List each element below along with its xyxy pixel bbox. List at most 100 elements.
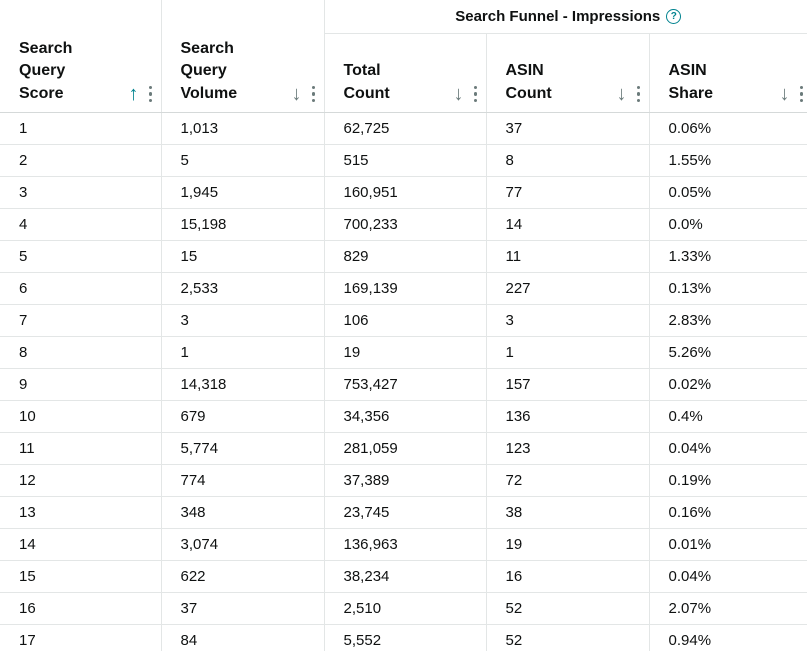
table-cell: 72 <box>486 464 650 497</box>
table-row[interactable]: 5 15 829 11 1.33% <box>0 240 807 273</box>
group-header-search-funnel: Search Funnel - Impressions ? <box>324 0 807 34</box>
table-cell: 1 <box>486 336 650 369</box>
table-cell: 8 <box>486 144 650 177</box>
table-row[interactable]: 17 84 5,552 52 0.94% <box>0 624 807 651</box>
table-cell: 1.33% <box>649 240 807 273</box>
table-cell: 0.05% <box>649 176 807 209</box>
sort-descending-icon[interactable]: ↓ <box>453 83 464 105</box>
table-cell: 2.07% <box>649 592 807 625</box>
table-cell: 15 <box>161 240 325 273</box>
group-header-label: Search Funnel - Impressions <box>455 8 661 25</box>
sort-ascending-icon[interactable]: ↑ <box>128 83 139 105</box>
table-cell: 0.04% <box>649 432 807 465</box>
column-menu-icon[interactable] <box>311 85 316 103</box>
table-cell: 11 <box>0 432 162 465</box>
table-cell: 37 <box>486 112 650 145</box>
table-cell: 10 <box>0 400 162 433</box>
table-cell: 169,139 <box>324 272 487 305</box>
table-cell: 77 <box>486 176 650 209</box>
table-cell: 2 <box>0 144 162 177</box>
table-cell: 5 <box>0 240 162 273</box>
table-cell: 136 <box>486 400 650 433</box>
table-row[interactable]: 9 14,318 753,427 157 0.02% <box>0 368 807 401</box>
table-cell: 0.04% <box>649 560 807 593</box>
table-cell: 0.01% <box>649 528 807 561</box>
table-cell: 0.4% <box>649 400 807 433</box>
table-cell: 3 <box>0 176 162 209</box>
table-row[interactable]: 15 622 38,234 16 0.04% <box>0 560 807 593</box>
column-menu-icon[interactable] <box>148 85 153 103</box>
table-row[interactable]: 11 5,774 281,059 123 0.04% <box>0 432 807 465</box>
table-cell: 0.16% <box>649 496 807 529</box>
help-circle-icon[interactable]: ? <box>666 9 682 24</box>
column-menu-icon[interactable] <box>799 85 804 103</box>
table-row[interactable]: 1 1,013 62,725 37 0.06% <box>0 112 807 145</box>
table-cell: 106 <box>324 304 487 337</box>
table-cell: 6 <box>0 272 162 305</box>
sort-descending-icon[interactable]: ↓ <box>616 83 627 105</box>
sort-descending-icon[interactable]: ↓ <box>291 83 302 105</box>
column-menu-icon[interactable] <box>636 85 641 103</box>
column-header-label: Total Count <box>343 62 390 102</box>
table-cell: 160,951 <box>324 176 487 209</box>
table-cell: 0.13% <box>649 272 807 305</box>
table-row[interactable]: 4 15,198 700,233 14 0.0% <box>0 208 807 241</box>
table-cell: 227 <box>486 272 650 305</box>
column-header-label: Search Query Volume <box>180 39 238 102</box>
table-cell: 8 <box>0 336 162 369</box>
table-cell: 19 <box>486 528 650 561</box>
table-cell: 62,725 <box>324 112 487 145</box>
table-cell: 19 <box>324 336 487 369</box>
column-header-1[interactable]: Search Query Volume ↓ <box>161 33 325 113</box>
table-cell: 38 <box>486 496 650 529</box>
table-cell: 0.0% <box>649 208 807 241</box>
table-row[interactable]: 8 1 19 1 5.26% <box>0 336 807 369</box>
table-row[interactable]: 14 3,074 136,963 19 0.01% <box>0 528 807 561</box>
group-header-row: Search Query Score ↑ Search Funnel - Imp… <box>0 0 807 113</box>
table-row[interactable]: 6 2,533 169,139 227 0.13% <box>0 272 807 305</box>
table-cell: 281,059 <box>324 432 487 465</box>
table-cell: 157 <box>486 368 650 401</box>
table-cell: 11 <box>486 240 650 273</box>
column-header-3[interactable]: ASIN Count ↓ <box>486 33 650 113</box>
table-cell: 2,533 <box>161 272 325 305</box>
table-cell: 34,356 <box>324 400 487 433</box>
table-cell: 5.26% <box>649 336 807 369</box>
table-cell: 13 <box>0 496 162 529</box>
table-cell: 84 <box>161 624 325 651</box>
column-header-4[interactable]: ASIN Share ↓ <box>649 33 807 113</box>
table-cell: 52 <box>486 624 650 651</box>
table-cell: 2,510 <box>324 592 487 625</box>
table-cell: 23,745 <box>324 496 487 529</box>
column-header-label: Search Query Score <box>19 39 73 102</box>
table-cell: 14 <box>0 528 162 561</box>
table-cell: 123 <box>486 432 650 465</box>
column-header-0[interactable]: Search Query Score ↑ <box>0 0 162 113</box>
group-header-spacer <box>161 0 325 34</box>
table-row[interactable]: 2 5 515 8 1.55% <box>0 144 807 177</box>
table-cell: 16 <box>0 592 162 625</box>
column-header-row: Search Query Volume ↓ Total Count ↓ <box>0 33 807 113</box>
table-cell: 1,013 <box>161 112 325 145</box>
table-body: 1 1,013 62,725 37 0.06% 2 5 515 8 1.55% 3 1,945 160,… <box>0 112 807 651</box>
sort-descending-icon[interactable]: ↓ <box>779 83 790 105</box>
table-row[interactable]: 12 774 37,389 72 0.19% <box>0 464 807 497</box>
table-cell: 16 <box>486 560 650 593</box>
table-cell: 3 <box>161 304 325 337</box>
table-cell: 829 <box>324 240 487 273</box>
table-cell: 1 <box>161 336 325 369</box>
table-cell: 5,774 <box>161 432 325 465</box>
column-header-2[interactable]: Total Count ↓ <box>324 33 487 113</box>
table-header: Search Query Score ↑ Search Funnel - Imp… <box>0 0 807 113</box>
table-row[interactable]: 10 679 34,356 136 0.4% <box>0 400 807 433</box>
table-cell: 14 <box>486 208 650 241</box>
table-cell: 2.83% <box>649 304 807 337</box>
table-row[interactable]: 16 37 2,510 52 2.07% <box>0 592 807 625</box>
table-cell: 622 <box>161 560 325 593</box>
table-row[interactable]: 3 1,945 160,951 77 0.05% <box>0 176 807 209</box>
table-cell: 0.02% <box>649 368 807 401</box>
table-row[interactable]: 13 348 23,745 38 0.16% <box>0 496 807 529</box>
column-menu-icon[interactable] <box>473 85 478 103</box>
table-row[interactable]: 7 3 106 3 2.83% <box>0 304 807 337</box>
